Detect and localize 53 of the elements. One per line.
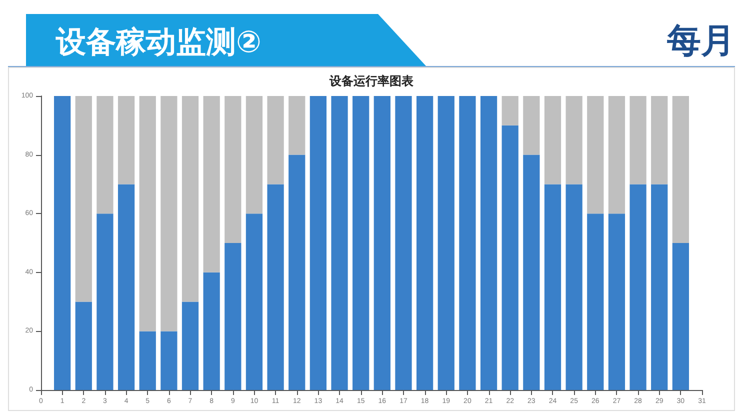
bar [139,331,156,390]
chart-title: 设备稼动监测② [56,24,262,62]
bar [523,96,540,155]
bar [139,96,156,332]
bar [544,96,562,184]
bar [352,96,370,390]
bar [310,96,327,390]
bar [502,96,518,126]
bar [416,96,434,390]
bar [566,184,582,390]
bar [630,184,646,390]
bar [608,96,626,214]
bar [288,96,306,155]
bar [630,96,646,184]
bar [395,96,412,390]
bar [288,154,306,390]
bar [438,96,454,390]
bar [459,96,476,390]
bar [75,302,92,390]
bar [203,272,220,390]
bar [587,96,604,214]
bar [587,214,604,390]
bar [672,96,689,243]
bar [54,96,71,390]
bar [566,96,582,184]
bar [267,184,284,390]
bar [246,96,263,214]
bar [246,214,263,390]
bar [182,302,199,390]
bar [651,96,668,184]
bar [267,96,284,184]
bar [96,96,114,214]
bar [544,184,562,390]
bar [160,331,178,390]
bar [182,96,199,302]
bar [118,96,135,184]
bar [502,125,518,390]
bar [75,96,92,302]
bar [96,214,114,390]
text: 每月 [667,20,735,63]
bar [160,96,178,332]
bar [651,184,668,390]
bar [672,243,689,390]
chart-subtitle: 设备运行率图表 [328,74,414,88]
bar [480,96,498,390]
bar [608,214,626,390]
bar [203,96,220,272]
bar [118,184,135,390]
bar [224,243,242,390]
bar [331,96,348,390]
bar [374,96,390,390]
bar [224,96,242,243]
bar [523,154,540,390]
